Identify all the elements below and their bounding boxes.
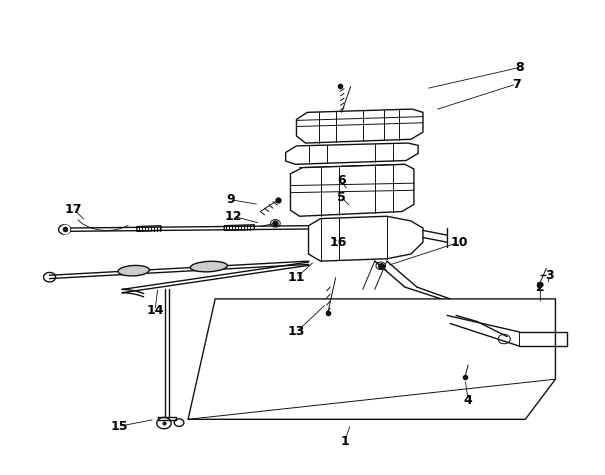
Text: 14: 14 [146, 304, 164, 317]
Text: 2: 2 [536, 281, 544, 294]
Text: 15: 15 [110, 420, 128, 433]
Ellipse shape [191, 261, 227, 272]
Text: 17: 17 [65, 203, 82, 216]
Text: 16: 16 [330, 236, 347, 249]
Text: 12: 12 [224, 210, 242, 223]
Text: 5: 5 [337, 191, 346, 204]
Text: 9: 9 [226, 193, 235, 206]
Text: 10: 10 [450, 236, 468, 249]
Text: 1: 1 [340, 435, 349, 448]
Text: 4: 4 [464, 394, 473, 407]
Text: 6: 6 [338, 174, 346, 187]
Text: 7: 7 [512, 77, 521, 91]
Text: 3: 3 [545, 269, 554, 282]
Ellipse shape [118, 266, 149, 276]
Text: 13: 13 [288, 325, 305, 339]
Text: 11: 11 [288, 271, 306, 284]
Text: 8: 8 [515, 61, 523, 74]
